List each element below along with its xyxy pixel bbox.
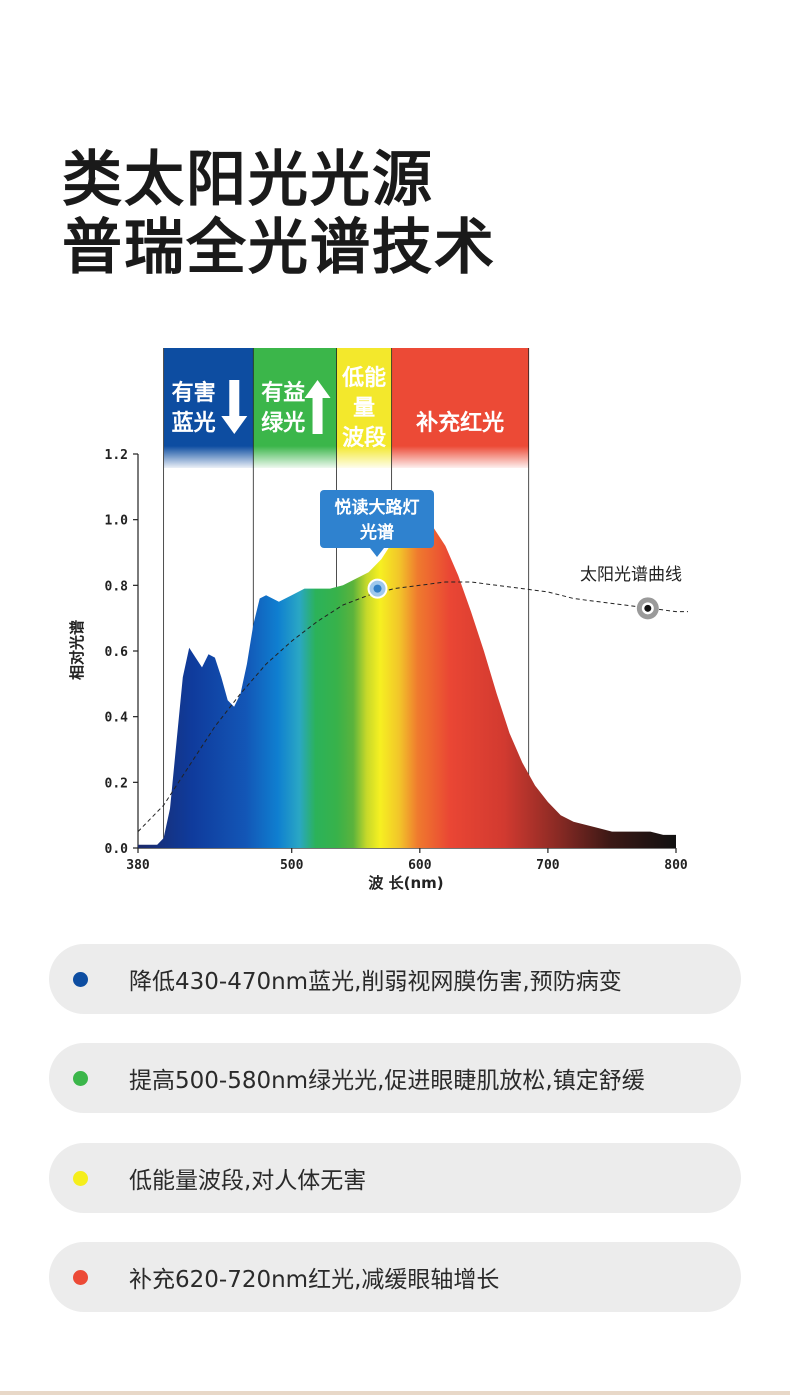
benefit-text: 补充620-720nm红光,减缓眼轴增长	[129, 1267, 500, 1293]
band-fade	[336, 446, 392, 470]
benefit-text: 低能量波段,对人体无害	[129, 1168, 367, 1194]
band-label: 有益	[261, 380, 305, 406]
arrow-down-icon	[221, 380, 248, 434]
band-label: 量	[353, 396, 375, 421]
band-3: 补充红光	[391, 348, 529, 470]
arrow-up-icon	[304, 380, 331, 434]
band-fade	[253, 446, 337, 470]
band-label: 补充红光	[415, 410, 504, 436]
x-tick-label: 700	[536, 858, 560, 873]
benefit-text: 降低430-470nm蓝光,削弱视网膜伤害,预防病变	[129, 969, 622, 995]
x-tick-label: 800	[664, 858, 688, 873]
benefit-red-light: 补充620-720nm红光,减缓眼轴增长	[49, 1242, 741, 1312]
blue-dot-icon	[73, 971, 88, 987]
y-tick-label: 0.4	[105, 711, 129, 726]
x-axis-label: 波 长(nm)	[368, 874, 443, 892]
y-axis-label: 相对光谱	[68, 620, 86, 680]
callout-pointer	[370, 548, 384, 557]
benefit-blue-light: 降低430-470nm蓝光,削弱视网膜伤害,预防病变	[49, 944, 741, 1014]
band-label: 波段	[342, 425, 386, 451]
x-tick-label: 500	[280, 858, 304, 873]
benefit-text: 提高500-580nm绿光光,促进眼睫肌放松,镇定舒缓	[129, 1068, 645, 1094]
callout-label: 悦读大路灯	[335, 497, 420, 518]
y-tick-label: 0.8	[105, 579, 129, 594]
sun-curve-label: 太阳光谱曲线	[580, 565, 682, 585]
sun-marker-dot	[644, 604, 652, 612]
band-label: 有害	[172, 380, 216, 406]
band-fade	[163, 446, 254, 470]
sun-spectrum-curve	[137, 581, 688, 832]
band-label: 低能	[341, 365, 386, 391]
y-tick-label: 1.0	[105, 514, 129, 529]
title-line-2: 普瑞全光谱技术	[62, 213, 496, 283]
x-tick-label: 380	[126, 858, 150, 873]
y-tick-label: 0.2	[105, 776, 128, 791]
callout-label: 光谱	[359, 522, 394, 543]
red-dot-icon	[73, 1269, 88, 1285]
benefit-low-energy: 低能量波段,对人体无害	[49, 1143, 741, 1213]
band-label: 绿光	[261, 410, 305, 436]
title-line-1: 类太阳光光源	[62, 145, 434, 215]
x-tick-label: 600	[408, 858, 432, 873]
band-fade	[391, 446, 529, 470]
y-tick-label: 1.2	[105, 448, 128, 463]
callout-bubble	[320, 490, 434, 548]
y-tick-label: 0.0	[105, 842, 129, 857]
lamp-marker-dot	[373, 584, 382, 593]
y-tick-label: 0.6	[105, 645, 129, 660]
band-2: 低能量波段	[336, 348, 392, 470]
yellow-dot-icon	[73, 1170, 88, 1186]
bottom-divider	[0, 1391, 790, 1395]
benefit-green-light: 提高500-580nm绿光光,促进眼睫肌放松,镇定舒缓	[49, 1043, 741, 1113]
lamp-spectrum-area	[138, 519, 676, 848]
green-dot-icon	[73, 1070, 88, 1086]
band-label: 蓝光	[172, 411, 216, 436]
page-title: 类太阳光光源 普瑞全光谱技术	[62, 146, 496, 282]
